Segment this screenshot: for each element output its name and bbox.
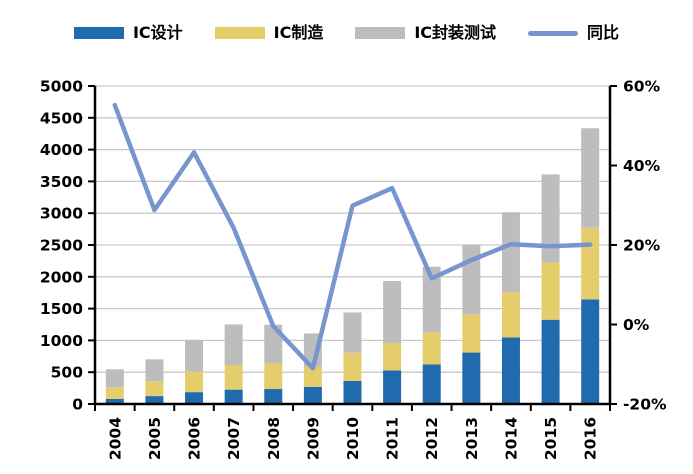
yoy-line-series — [112, 102, 593, 371]
bar-segment-IC设计-2011 — [383, 370, 402, 404]
bar-segment-IC设计-2009 — [303, 386, 322, 404]
left-axis-tick-label: 1000 — [40, 332, 83, 350]
right-axis-tick-label: -20% — [623, 396, 667, 414]
bar-segment-IC封装测试-2006 — [185, 339, 204, 372]
left-axis-tick-label: 2000 — [40, 268, 83, 286]
bar-segment-IC设计-2005 — [145, 396, 164, 404]
legend-label-ic-packaging-testing: IC封装测试 — [414, 23, 497, 42]
bar-segment-IC封装测试-2010 — [343, 312, 362, 353]
x-axis-tick-label: 2004 — [106, 417, 124, 460]
bar-segment-IC制造-2011 — [383, 342, 402, 371]
axis-labels: 0 500 1000 1500 2000 2500 3000 3500 4000 4500 5000… — [40, 78, 667, 461]
legend: IC设计 IC制造 IC封装测试 同比 — [0, 25, 693, 41]
x-axis-tick-label: 2009 — [304, 417, 322, 460]
bar-segment-IC设计-2013 — [462, 352, 481, 404]
legend-item-ic-manufacturing: IC制造 — [214, 23, 324, 42]
yoy-line — [112, 102, 593, 371]
right-axis-tick-label: 60% — [623, 78, 661, 96]
bar-segment-IC设计-2007 — [224, 389, 243, 404]
legend-swatch-yoy-line — [528, 30, 579, 36]
bar-segment-IC制造-2014 — [501, 292, 520, 338]
bar-segment-IC设计-2006 — [185, 392, 204, 404]
bars-group — [105, 128, 600, 404]
left-axis-tick-label: 1500 — [40, 300, 83, 318]
bar-segment-IC制造-2008 — [264, 363, 283, 390]
bar-segment-IC制造-2007 — [224, 364, 243, 390]
bar-segment-IC设计-2004 — [105, 398, 124, 404]
x-axis-tick-label: 2008 — [265, 417, 283, 460]
bar-segment-IC制造-2009 — [303, 366, 322, 387]
bar-segment-IC制造-2010 — [343, 352, 362, 381]
bar-segment-IC设计-2010 — [343, 380, 362, 404]
bar-segment-IC制造-2012 — [422, 332, 441, 365]
bar-segment-IC封装测试-2016 — [581, 128, 600, 228]
legend-label-ic-manufacturing: IC制造 — [273, 23, 324, 42]
bar-segment-IC制造-2016 — [581, 227, 600, 300]
bar-segment-IC制造-2004 — [105, 387, 124, 399]
left-axis-tick-label: 4000 — [40, 141, 83, 159]
legend-item-ic-design: IC设计 — [73, 23, 183, 42]
left-axis-tick-label: 3500 — [40, 173, 83, 191]
left-axis-tick-label: 500 — [51, 364, 84, 382]
legend-swatch-ic-manufacturing — [214, 27, 265, 39]
left-axis-tick-label: 0 — [72, 396, 83, 414]
left-axis-tick-label: 5000 — [40, 78, 83, 96]
legend-label-yoy: 同比 — [587, 23, 620, 42]
x-axis-tick-label: 2011 — [384, 417, 402, 460]
bar-segment-IC封装测试-2008 — [264, 324, 283, 364]
bar-segment-IC设计-2016 — [581, 299, 600, 404]
right-axis-tick-label: 20% — [623, 237, 661, 255]
x-axis-tick-label: 2005 — [146, 417, 164, 460]
bar-segment-IC制造-2005 — [145, 381, 164, 397]
bar-segment-IC封装测试-2014 — [501, 212, 520, 293]
legend-swatch-ic-design — [73, 27, 124, 39]
x-axis-tick-label: 2010 — [344, 417, 362, 460]
bar-segment-IC设计-2015 — [541, 319, 560, 404]
bar-segment-IC封装测试-2004 — [105, 369, 124, 388]
axes — [88, 85, 617, 411]
x-axis-tick-label: 2015 — [542, 417, 560, 460]
x-axis-tick-label: 2016 — [582, 417, 600, 460]
x-axis-tick-label: 2006 — [186, 417, 204, 460]
x-axis-tick-label: 2007 — [225, 417, 243, 460]
bar-segment-IC封装测试-2007 — [224, 324, 243, 365]
left-axis-tick-label: 4500 — [40, 109, 83, 127]
legend-item-yoy: 同比 — [528, 25, 619, 41]
bar-segment-IC设计-2014 — [501, 337, 520, 404]
bar-segment-IC封装测试-2012 — [422, 266, 441, 333]
bar-segment-IC封装测试-2013 — [462, 244, 481, 315]
bar-segment-IC设计-2008 — [264, 389, 283, 404]
bar-segment-IC制造-2013 — [462, 314, 481, 353]
bar-segment-IC制造-2015 — [541, 262, 560, 320]
bar-segment-IC封装测试-2011 — [383, 281, 402, 343]
bar-segment-IC封装测试-2015 — [541, 174, 560, 263]
bar-segment-IC设计-2012 — [422, 364, 441, 404]
x-axis-tick-label: 2013 — [463, 417, 481, 460]
bar-segment-IC制造-2006 — [185, 371, 204, 393]
right-axis-tick-label: 40% — [623, 157, 661, 175]
x-axis-tick-label: 2012 — [423, 417, 441, 460]
left-axis-tick-label: 2500 — [40, 237, 83, 255]
legend-swatch-ic-packaging-testing — [355, 27, 406, 39]
legend-item-ic-packaging-testing: IC封装测试 — [355, 25, 496, 41]
x-axis-tick-label: 2014 — [502, 417, 520, 460]
right-axis-tick-label: 0% — [623, 316, 650, 334]
bar-segment-IC封装测试-2005 — [145, 359, 164, 382]
left-axis-tick-label: 3000 — [40, 205, 83, 223]
legend-label-ic-design: IC设计 — [132, 23, 183, 42]
